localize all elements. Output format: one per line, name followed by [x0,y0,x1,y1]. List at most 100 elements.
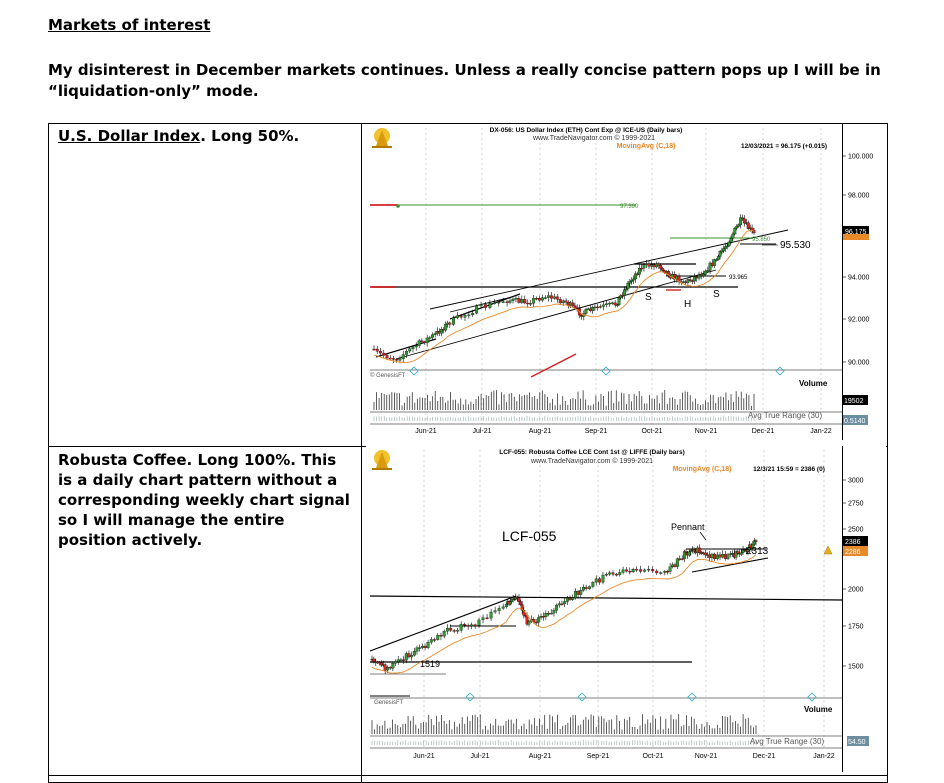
candle-body [746,222,750,229]
candle-body [420,646,424,648]
candle-body [423,341,426,344]
candle-body [657,263,661,266]
candle-body [598,578,602,583]
candle-body [459,315,463,318]
x-tick-label: Oct-21 [641,428,662,435]
y-tick-label: 2000 [848,587,864,594]
candle-body [601,304,605,307]
candle-body [529,303,533,305]
atr-label: Avg True Range (30) [748,411,822,420]
candle-body [588,586,591,589]
candle-body [511,298,515,301]
candle-body [619,295,623,298]
candle-body [715,259,719,261]
candle-body [713,553,717,559]
candle-body [739,552,743,555]
candle-body [752,540,756,545]
candle-body [444,324,448,331]
candle-body [668,566,672,572]
candle-body [392,358,395,360]
candle-body [678,558,682,560]
candle-body [581,587,585,591]
candle-body [752,230,756,234]
x-tick-label: Aug-21 [529,753,552,760]
candle-body [544,613,548,618]
candle-body [716,256,720,260]
candle-body [436,635,440,640]
candle-body [671,564,674,568]
candle-body [415,647,419,652]
x-tick-label: Nov-21 [695,428,718,435]
candle-body [741,549,745,553]
x-tick-label: Jan-22 [813,753,835,760]
candle-body [568,597,572,600]
candle-body [634,273,638,280]
candle-body [659,265,663,269]
candle-body [552,610,556,614]
candle-body [729,238,733,243]
level-95530: 95.530 [780,240,811,251]
candle-body [686,279,690,283]
hs-left-shoulder: S [645,292,652,303]
candle-body [721,553,725,558]
level-2313: 2313 [746,546,769,557]
candle-body [538,298,542,301]
x-tick-label: Oct-21 [642,753,663,760]
genesis-watermark: © GenesisFT [370,372,406,379]
row-2-text: Robusta Coffee. Long 100%. This is a dai… [58,451,350,549]
candle-body [395,359,399,361]
candle-body [635,568,639,571]
ma-label: MovingAvg (C,18) [617,143,676,150]
y-tick-label: 90.000 [848,360,870,367]
candle-body [659,572,663,574]
candle-body [477,619,481,626]
candle-body [615,304,619,306]
candle-body [508,300,512,303]
x-tick-label: Jul-21 [472,428,491,435]
candle-body [723,553,727,559]
candle-body [584,309,588,314]
candle-body [386,667,389,671]
candle-body [526,302,530,305]
candle-body [733,228,737,235]
robusta-coffee-chart: LCF-055: Robusta Coffee LCE Cont 1st @ L… [366,446,886,772]
y-tick-label: 92.000 [848,317,870,324]
candle-body [402,659,406,661]
candle-body [537,617,541,623]
candle-body [722,248,726,252]
volume-label: Volume [804,705,833,714]
candle-body [591,306,595,311]
alert-icon [823,545,833,555]
candle-body [440,329,443,334]
candle-body [519,601,523,605]
candle-body [466,625,470,627]
candle-body [547,613,551,615]
candle-body [680,558,684,560]
atr-badge: 0.5140 [844,418,866,425]
candle-body [591,582,595,587]
candle-body [684,551,688,553]
candle-body [610,302,614,304]
candle-body [739,217,743,225]
candle-body [546,295,550,298]
candle-body [628,571,632,573]
hs-head: H [684,299,691,310]
candle-body [666,571,670,573]
candle-body [439,635,443,637]
market-name: U.S. Dollar Index [58,127,201,145]
y-tick-label: 3000 [848,478,864,485]
candle-body [557,603,561,606]
candle-body [388,357,392,360]
candle-body [492,302,496,304]
candle-body [391,663,395,669]
candle-body [651,569,655,572]
candle-body [704,270,708,275]
candle-body [456,630,460,632]
candle-body [698,547,702,553]
candle-body [650,264,653,267]
candle-body [655,570,659,574]
candle-body [485,617,489,619]
position-text: . Long 50%. [200,127,300,145]
candle-body [433,639,436,641]
candle-body [614,574,618,576]
